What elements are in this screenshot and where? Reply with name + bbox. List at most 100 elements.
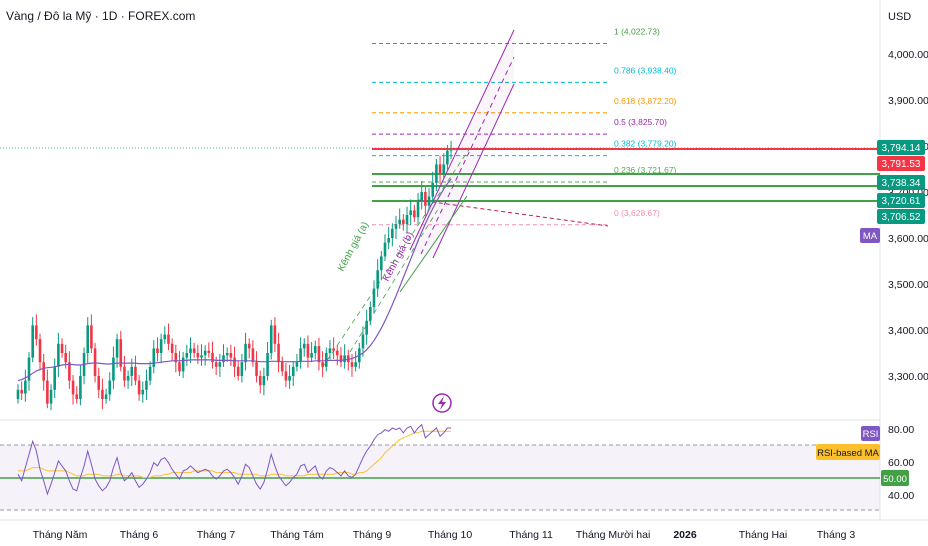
candle-body <box>49 389 53 404</box>
candle-body <box>438 164 442 174</box>
candle-body <box>398 219 401 225</box>
candle-body <box>391 228 394 238</box>
channel-a-middle <box>349 205 441 353</box>
candle-body <box>420 192 423 202</box>
candle-body <box>435 164 438 183</box>
candle-body <box>233 357 236 367</box>
candle-body <box>203 350 207 356</box>
candle-body <box>222 355 225 363</box>
fibonacci-retracement[interactable]: 1 (4,022.73) 0.786 (3,938.40) 0.618 (3,872… <box>372 27 677 226</box>
rsi-ma-line <box>18 430 452 478</box>
channel-a-lower <box>399 195 468 293</box>
time-tick: Tháng 11 <box>509 529 553 541</box>
candle-body <box>93 348 97 376</box>
candle-body <box>181 357 185 372</box>
time-tick: Tháng 6 <box>120 529 159 541</box>
fib-level-label: 0.618 (3,872.20) <box>614 96 677 106</box>
candle-body <box>361 334 365 349</box>
fib-level-label: 0 (3,628.67) <box>614 208 660 218</box>
rsi-level-badge: 50.00 <box>881 470 909 486</box>
rsi-line <box>17 423 452 496</box>
candle-body <box>35 325 38 340</box>
fib-level-label: 0.5 (3,825.70) <box>614 117 667 127</box>
fib-level-label: 0.382 (3,779.20) <box>614 139 677 149</box>
candle-body <box>354 362 357 367</box>
candle-body <box>185 353 189 358</box>
candle-body <box>317 346 321 363</box>
svg-text:RSI-based MA: RSI-based MA <box>817 448 879 459</box>
candle-body <box>174 353 178 363</box>
price-tag-label: 3,794.14 <box>882 143 921 154</box>
candle-body <box>405 215 409 225</box>
candle-body <box>255 362 258 376</box>
candle-body <box>178 362 181 372</box>
candle-body <box>416 201 420 218</box>
candle-body <box>394 224 398 229</box>
price-tag-box <box>877 209 925 224</box>
candle-body <box>64 353 68 363</box>
candle-body <box>75 394 79 399</box>
candle-body <box>280 362 284 372</box>
candle-body <box>42 362 45 381</box>
candle-body <box>218 362 222 367</box>
candle-body <box>387 238 390 243</box>
candle-body <box>431 182 435 197</box>
candle-body <box>277 343 280 363</box>
candle-body <box>365 320 368 335</box>
candle-body <box>159 339 163 353</box>
candle-body <box>306 343 310 358</box>
fib-level-label: 0.786 (3,938.40) <box>614 65 677 75</box>
candle-body <box>86 325 90 353</box>
candle-body <box>413 210 416 218</box>
rsi-ma-badge[interactable]: RSI-based MA <box>816 444 880 460</box>
price-tags: 3,794.14 3,791.53 3,738.34 3,720.61 3,706.52 <box>877 140 925 224</box>
candle-body <box>244 343 247 363</box>
price-tag-box <box>877 140 925 155</box>
candle-body <box>240 362 244 376</box>
candle-body <box>196 353 200 358</box>
candle-body <box>324 353 328 367</box>
candlestick-series[interactable] <box>16 140 453 411</box>
time-axis[interactable]: Tháng Năm Tháng 6 Tháng 7 Tháng Tám Tháng 9 T… <box>33 529 856 541</box>
candle-body <box>57 343 60 367</box>
time-tick: 2026 <box>673 529 697 541</box>
candle-body <box>189 348 192 353</box>
rsi-axis[interactable]: 80.00 60.00 40.00 <box>888 424 914 502</box>
candle-body <box>156 348 159 353</box>
candle-body <box>141 389 145 395</box>
svg-text:MA: MA <box>863 231 878 242</box>
candle-body <box>446 150 449 165</box>
candle-body <box>332 348 335 351</box>
channel-b-middle <box>420 56 515 255</box>
price-tick: 4,000.00 <box>888 49 928 61</box>
candle-body <box>170 343 174 353</box>
candle-body <box>427 196 431 206</box>
price-tick: 3,600.00 <box>888 233 928 245</box>
time-tick: Tháng Tám <box>270 529 324 541</box>
time-tick: Tháng Mười hai <box>576 529 651 541</box>
price-tick: 3,500.00 <box>888 279 928 291</box>
candle-body <box>24 380 27 394</box>
candle-body <box>369 307 372 321</box>
candle-body <box>68 362 71 381</box>
candle-body <box>112 357 115 381</box>
candle-body <box>310 353 313 358</box>
rsi-badge[interactable]: RSI <box>861 426 880 441</box>
candle-body <box>167 334 170 344</box>
candle-body <box>192 348 196 353</box>
price-tag-label: 3,738.34 <box>882 178 921 189</box>
candle-body <box>343 355 346 363</box>
candle-body <box>207 350 211 353</box>
candle-body <box>328 348 332 353</box>
price-tick: 3,400.00 <box>888 325 928 337</box>
candle-body <box>424 192 427 206</box>
candle-body <box>31 325 34 358</box>
channel-a-upper <box>321 147 471 369</box>
lightning-icon[interactable] <box>432 393 452 413</box>
candle-body <box>137 380 141 395</box>
candle-body <box>123 366 126 381</box>
candle-body <box>273 325 277 344</box>
candle-body <box>60 343 64 353</box>
ma-badge[interactable]: MA <box>860 228 880 243</box>
